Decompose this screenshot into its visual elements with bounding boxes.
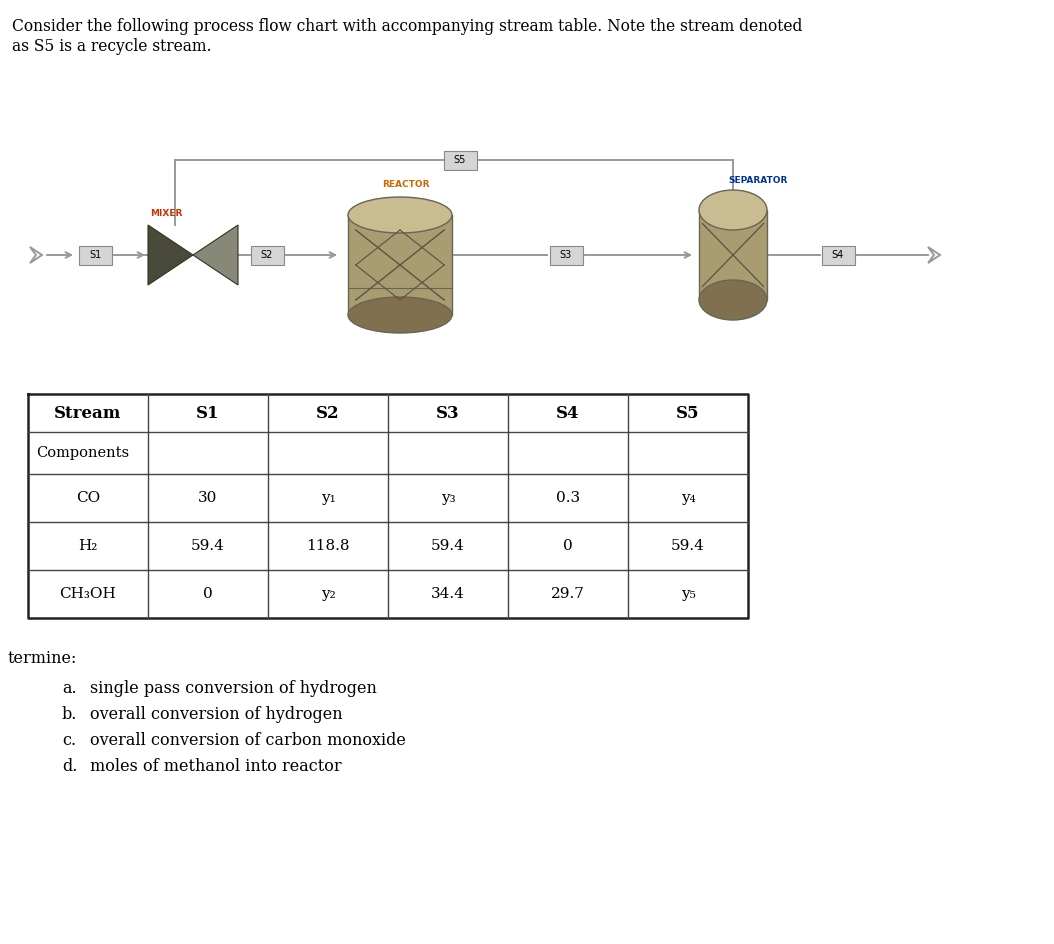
Text: CH₃OH: CH₃OH [60, 587, 116, 601]
Text: 59.4: 59.4 [431, 539, 465, 553]
Text: 30: 30 [198, 491, 218, 505]
Polygon shape [30, 247, 42, 263]
Text: overall conversion of hydrogen: overall conversion of hydrogen [90, 706, 343, 723]
Text: S3: S3 [436, 404, 460, 422]
FancyBboxPatch shape [821, 245, 855, 264]
Text: Consider the following process flow chart with accompanying stream table. Note t: Consider the following process flow char… [12, 18, 802, 35]
Text: S5: S5 [454, 155, 466, 165]
Text: Components: Components [36, 446, 130, 460]
Polygon shape [193, 225, 238, 285]
Bar [348, 215, 452, 315]
FancyBboxPatch shape [444, 150, 476, 170]
Ellipse shape [699, 280, 767, 320]
Ellipse shape [348, 197, 452, 233]
Text: c.: c. [62, 732, 76, 749]
Text: REACTOR: REACTOR [382, 180, 429, 189]
FancyBboxPatch shape [549, 245, 583, 264]
Text: single pass conversion of hydrogen: single pass conversion of hydrogen [90, 680, 377, 697]
Ellipse shape [348, 297, 452, 333]
Text: 0: 0 [563, 539, 573, 553]
Bar [699, 210, 767, 300]
Text: S1: S1 [196, 404, 219, 422]
Text: 118.8: 118.8 [307, 539, 350, 553]
Text: Stream: Stream [55, 404, 121, 422]
Text: 34.4: 34.4 [431, 587, 465, 601]
Text: as S5 is a recycle stream.: as S5 is a recycle stream. [12, 38, 212, 55]
Text: 59.4: 59.4 [191, 539, 225, 553]
Text: 0.3: 0.3 [555, 491, 580, 505]
Text: y₄: y₄ [681, 491, 696, 505]
Text: S2: S2 [260, 250, 273, 260]
Text: termine:: termine: [8, 650, 77, 667]
Text: SEPARATOR: SEPARATOR [728, 176, 787, 185]
Text: 59.4: 59.4 [671, 539, 705, 553]
Text: overall conversion of carbon monoxide: overall conversion of carbon monoxide [90, 732, 406, 749]
Text: MIXER: MIXER [150, 209, 182, 218]
Text: S3: S3 [560, 250, 572, 260]
Ellipse shape [699, 190, 767, 230]
Polygon shape [148, 225, 193, 285]
Text: y₁: y₁ [320, 491, 335, 505]
Text: d.: d. [62, 758, 77, 775]
Text: S5: S5 [677, 404, 700, 422]
Text: a.: a. [62, 680, 77, 697]
Text: CO: CO [76, 491, 100, 505]
Text: S2: S2 [316, 404, 339, 422]
Text: moles of methanol into reactor: moles of methanol into reactor [90, 758, 341, 775]
Text: b.: b. [62, 706, 77, 723]
Text: y₅: y₅ [681, 587, 696, 601]
FancyBboxPatch shape [251, 245, 284, 264]
Text: y₂: y₂ [320, 587, 335, 601]
Polygon shape [928, 247, 940, 263]
Text: S4: S4 [557, 404, 580, 422]
Text: S1: S1 [89, 250, 101, 260]
Text: y₃: y₃ [441, 491, 455, 505]
Text: 29.7: 29.7 [551, 587, 585, 601]
FancyBboxPatch shape [78, 245, 112, 264]
Text: 0: 0 [203, 587, 213, 601]
Text: S4: S4 [832, 250, 844, 260]
Text: H₂: H₂ [78, 539, 98, 553]
